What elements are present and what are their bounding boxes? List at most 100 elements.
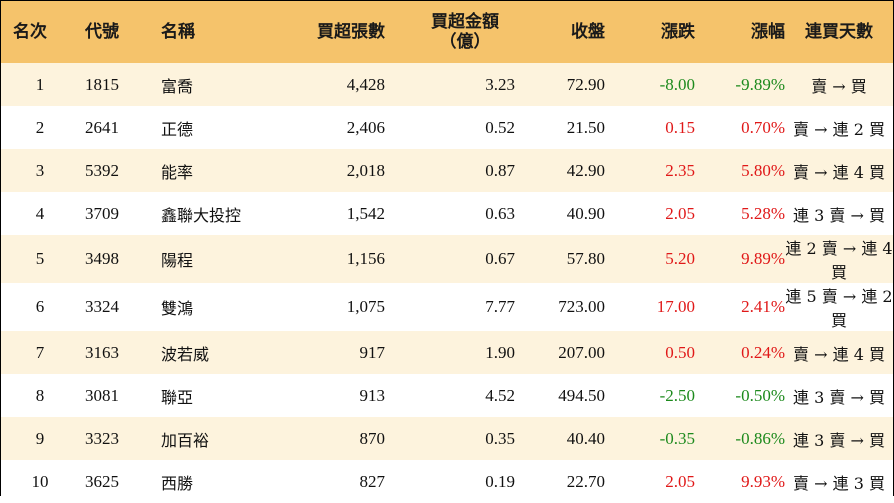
header-change: 漲跌 [661, 22, 695, 42]
cell-rank: 6 [35, 297, 45, 316]
cell-rank: 5 [35, 249, 45, 268]
header-amount-line1: 買超金額 [431, 12, 499, 32]
cell-rank: 8 [35, 385, 45, 405]
cell-amount: 0.67 [485, 249, 515, 268]
header-amount-line2: （億） [439, 32, 491, 52]
cell-close: 22.70 [566, 471, 605, 491]
cell-amount: 0.19 [485, 471, 515, 491]
cell-change: 2.05 [665, 471, 695, 491]
cell-code: 3081 [85, 385, 119, 405]
cell-streak: 賣 → 連 4 買 [793, 344, 885, 364]
cell-change: 0.50 [665, 342, 695, 362]
header-row: 名次 代號 名稱 買超張數 買超金額 （億） 收盤 漲跌 漲幅 連買天數 [1, 1, 893, 63]
cell-amount: 4.52 [485, 385, 515, 405]
table-row: 10 3625 西勝 827 0.19 22.70 2.05 9.93% 賣 → 連 3 買 [1, 460, 893, 503]
cell-name: 正德 [161, 119, 194, 139]
cell-name: 加百裕 [161, 430, 210, 450]
header-pct: 漲幅 [751, 22, 785, 42]
cell-streak: 連 3 賣 → 買 [793, 430, 885, 450]
cell-code: 3709 [85, 203, 119, 223]
table-row: 8 3081 聯亞 913 4.52 494.50 -2.50 -0.50% 連 3 賣 → 買 [1, 374, 893, 417]
header-rank: 名次 [13, 22, 47, 42]
cell-rank: 9 [35, 428, 45, 448]
cell-change: 2.35 [665, 160, 695, 180]
cell-amount: 0.63 [485, 203, 515, 223]
cell-streak: 連 3 賣 → 買 [793, 205, 885, 225]
cell-pct: 9.93% [741, 471, 785, 491]
cell-close: 494.50 [558, 385, 605, 405]
header-volume: 買超張數 [317, 22, 385, 42]
table-row: 6 3324 雙鴻 1,075 7.77 723.00 17.00 2.41% 連 5 賣 → … [1, 283, 893, 331]
cell-streak: 連 3 賣 → 買 [793, 387, 885, 407]
cell-pct: 2.41% [741, 297, 785, 316]
cell-rank: 7 [35, 342, 45, 362]
cell-change: -8.00 [659, 74, 695, 94]
cell-pct: 0.70% [741, 117, 785, 137]
cell-code: 3163 [85, 342, 119, 362]
cell-change: 17.00 [656, 297, 695, 316]
cell-pct: -9.89% [735, 74, 785, 94]
cell-rank: 10 [31, 471, 49, 491]
cell-streak: 賣 → 連 3 買 [793, 473, 885, 493]
cell-amount: 0.35 [485, 428, 515, 448]
cell-change: -0.35 [659, 428, 695, 448]
cell-volume: 1,542 [346, 203, 385, 223]
cell-name: 富喬 [161, 76, 194, 96]
cell-pct: 5.80% [741, 160, 785, 180]
cell-pct: -0.50% [735, 385, 785, 405]
cell-volume: 2,406 [346, 117, 385, 137]
cell-code: 5392 [85, 160, 119, 180]
cell-amount: 0.87 [485, 160, 515, 180]
cell-streak: 賣 → 買 [811, 76, 867, 96]
cell-change: 2.05 [665, 203, 695, 223]
table-body: 1 1815 富喬 4,428 3.23 72.90 -8.00 -9.89% 賣 → 買 2 26… [1, 63, 893, 503]
cell-change: -2.50 [659, 385, 695, 405]
cell-pct: 9.89% [741, 249, 785, 268]
cell-close: 40.40 [566, 428, 605, 448]
cell-code: 3323 [85, 428, 119, 448]
header-close: 收盤 [571, 22, 605, 42]
cell-close: 21.50 [566, 117, 605, 137]
cell-close: 40.90 [566, 203, 605, 223]
cell-code: 1815 [85, 74, 119, 94]
cell-name: 陽程 [161, 251, 194, 270]
cell-amount: 0.52 [485, 117, 515, 137]
cell-close: 72.90 [566, 74, 605, 94]
table-row: 2 2641 正德 2,406 0.52 21.50 0.15 0.70% 賣 → 連 2 買 [1, 106, 893, 149]
cell-close: 57.80 [566, 249, 605, 268]
cell-volume: 1,156 [346, 249, 385, 268]
cell-volume: 4,428 [346, 74, 385, 94]
cell-change: 0.15 [665, 117, 695, 137]
header-amount: 買超金額 （億） [385, 1, 515, 63]
cell-pct: 5.28% [741, 203, 785, 223]
header-name: 名稱 [161, 22, 195, 42]
cell-code: 3324 [85, 297, 119, 316]
cell-code: 3498 [85, 249, 119, 268]
cell-rank: 2 [35, 117, 45, 137]
cell-rank: 4 [35, 203, 45, 223]
cell-rank: 1 [35, 74, 45, 94]
cell-name: 西勝 [161, 473, 194, 493]
header-streak: 連買天數 [805, 22, 873, 42]
cell-streak: 連 2 賣 → 連 4 買 [785, 239, 893, 282]
cell-code: 2641 [85, 117, 119, 137]
cell-volume: 2,018 [346, 160, 385, 180]
cell-volume: 827 [359, 471, 386, 491]
cell-close: 723.00 [558, 297, 605, 316]
cell-name: 聯亞 [161, 387, 194, 407]
cell-code: 3625 [85, 471, 119, 491]
cell-volume: 1,075 [346, 297, 385, 316]
cell-volume: 870 [359, 428, 386, 448]
cell-amount: 3.23 [485, 74, 515, 94]
cell-streak: 賣 → 連 4 買 [793, 162, 885, 182]
cell-volume: 913 [359, 385, 386, 405]
table-header: 名次 代號 名稱 買超張數 買超金額 （億） 收盤 漲跌 漲幅 連買天數 [1, 1, 893, 63]
table-row: 4 3709 鑫聯大投控 1,542 0.63 40.90 2.05 5.28% 連 3 賣 →… [1, 192, 893, 235]
cell-name: 波若威 [161, 344, 210, 364]
cell-streak: 連 5 賣 → 連 2 買 [785, 287, 893, 330]
cell-pct: 0.24% [741, 342, 785, 362]
cell-amount: 7.77 [485, 297, 515, 316]
cell-name: 雙鴻 [161, 299, 194, 318]
